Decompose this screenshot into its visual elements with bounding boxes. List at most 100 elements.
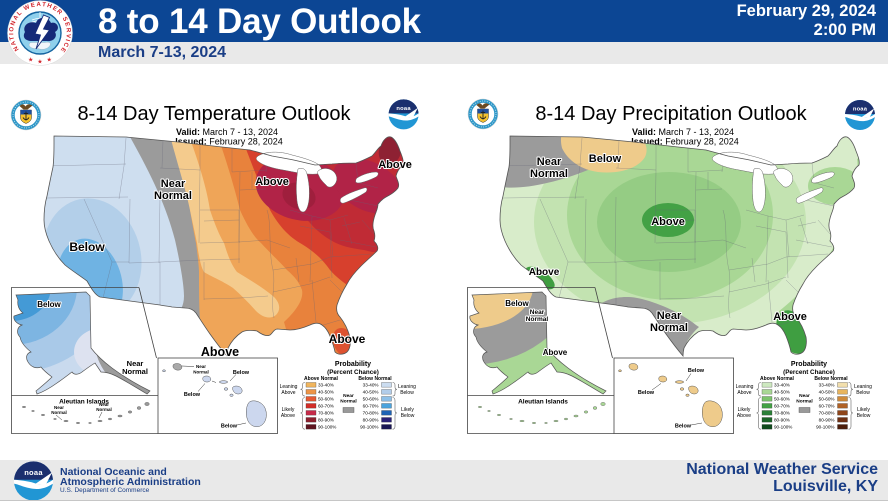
svg-text:Probability: Probability xyxy=(791,361,827,368)
svg-text:90-100%: 90-100% xyxy=(774,425,792,430)
svg-text:(Percent Chance): (Percent Chance) xyxy=(783,369,835,376)
svg-text:Below: Below xyxy=(638,390,655,396)
svg-text:Below: Below xyxy=(688,368,705,374)
svg-text:Above Normal: Above Normal xyxy=(304,376,339,382)
svg-text:Likely: Likely xyxy=(738,407,751,413)
svg-text:Below: Below xyxy=(184,392,201,398)
svg-text:70-80%: 70-80% xyxy=(819,411,835,416)
svg-text:33-40%: 33-40% xyxy=(774,383,790,388)
svg-text:60-70%: 60-70% xyxy=(774,404,790,409)
svg-text:Likely: Likely xyxy=(401,407,414,413)
svg-text:Below: Below xyxy=(69,240,105,254)
svg-text:Below Normal: Below Normal xyxy=(814,376,848,382)
svg-text:40-50%: 40-50% xyxy=(819,390,835,395)
svg-text:Above: Above xyxy=(329,332,366,346)
svg-text:Aleutian Islands: Aleutian Islands xyxy=(518,399,568,406)
svg-text:Above: Above xyxy=(543,348,568,357)
svg-text:Near: Near xyxy=(537,156,562,168)
svg-text:Probability: Probability xyxy=(335,361,371,368)
svg-text:Leaning: Leaning xyxy=(280,384,298,390)
svg-text:Below: Below xyxy=(221,424,238,430)
svg-text:80-90%: 80-90% xyxy=(819,418,835,423)
svg-text:60-70%: 60-70% xyxy=(363,404,379,409)
svg-text:Above: Above xyxy=(773,311,807,323)
svg-text:Below: Below xyxy=(37,300,61,309)
svg-text:Above: Above xyxy=(201,345,239,359)
svg-text:80-90%: 80-90% xyxy=(318,418,334,423)
svg-text:Below: Below xyxy=(857,413,871,419)
svg-text:Normal: Normal xyxy=(650,322,688,334)
svg-text:8-14 Day Temperature Outlook: 8-14 Day Temperature Outlook xyxy=(77,103,351,125)
svg-text:Above: Above xyxy=(737,390,751,396)
svg-text:Below: Below xyxy=(589,153,622,165)
svg-text:Above: Above xyxy=(281,413,295,419)
svg-text:Normal: Normal xyxy=(526,316,549,323)
svg-text:Leaning: Leaning xyxy=(854,384,872,390)
svg-text:Above: Above xyxy=(737,413,751,419)
svg-text:Near: Near xyxy=(99,402,109,407)
svg-text:90-100%: 90-100% xyxy=(360,425,378,430)
svg-text:Near: Near xyxy=(799,393,810,399)
svg-text:Below: Below xyxy=(400,390,414,396)
svg-text:Below Normal: Below Normal xyxy=(358,376,392,382)
svg-text:Normal: Normal xyxy=(340,399,357,405)
svg-text:Normal: Normal xyxy=(96,407,112,412)
svg-text:Normal: Normal xyxy=(122,367,148,376)
svg-text:Near: Near xyxy=(161,178,186,190)
svg-text:Normal: Normal xyxy=(193,370,209,375)
svg-text:80-90%: 80-90% xyxy=(774,418,790,423)
svg-text:Likely: Likely xyxy=(282,407,295,413)
svg-text:Near: Near xyxy=(127,359,144,368)
svg-text:70-80%: 70-80% xyxy=(318,411,334,416)
svg-text:Near: Near xyxy=(54,405,64,410)
svg-text:40-50%: 40-50% xyxy=(318,390,334,395)
svg-text:Normal: Normal xyxy=(154,190,192,202)
svg-text:Near: Near xyxy=(196,364,206,369)
svg-text:Near: Near xyxy=(530,309,545,316)
svg-text:Leaning: Leaning xyxy=(736,384,754,390)
svg-text:Normal: Normal xyxy=(530,168,568,180)
svg-text:Aleutian Islands: Aleutian Islands xyxy=(59,399,109,406)
svg-text:50-60%: 50-60% xyxy=(774,397,790,402)
svg-text:Below: Below xyxy=(233,370,250,376)
svg-text:Below: Below xyxy=(856,390,870,396)
svg-text:Normal: Normal xyxy=(51,410,67,415)
svg-text:Issued: February 28, 2024: Issued: February 28, 2024 xyxy=(631,137,739,147)
svg-text:★: ★ xyxy=(28,57,33,64)
svg-text:50-60%: 50-60% xyxy=(363,397,379,402)
svg-text:40-50%: 40-50% xyxy=(363,390,379,395)
svg-text:★: ★ xyxy=(47,57,52,64)
svg-text:8-14 Day Precipitation Outlook: 8-14 Day Precipitation Outlook xyxy=(535,103,807,125)
svg-text:Below: Below xyxy=(505,299,529,308)
svg-text:Valid: March 7 - 13, 2024: Valid: March 7 - 13, 2024 xyxy=(632,127,734,137)
svg-text:90-100%: 90-100% xyxy=(816,425,834,430)
svg-text:Likely: Likely xyxy=(857,407,870,413)
svg-text:Issued: February 28, 2024: Issued: February 28, 2024 xyxy=(175,137,283,147)
svg-text:Below: Below xyxy=(675,424,692,430)
svg-text:Near: Near xyxy=(343,393,354,399)
svg-text:Normal: Normal xyxy=(796,399,813,405)
svg-text:60-70%: 60-70% xyxy=(318,404,334,409)
svg-text:Above Normal: Above Normal xyxy=(760,376,795,382)
svg-text:40-50%: 40-50% xyxy=(774,390,790,395)
svg-text:Above: Above xyxy=(529,267,560,278)
svg-text:Above: Above xyxy=(378,159,412,171)
svg-text:Leaning: Leaning xyxy=(398,384,416,390)
svg-text:Above: Above xyxy=(651,216,685,228)
svg-text:Near: Near xyxy=(657,310,682,322)
svg-text:(Percent Chance): (Percent Chance) xyxy=(327,369,379,376)
svg-text:90-100%: 90-100% xyxy=(318,425,336,430)
svg-text:Below: Below xyxy=(401,413,415,419)
svg-text:33-40%: 33-40% xyxy=(318,383,334,388)
svg-text:★: ★ xyxy=(37,59,42,66)
svg-text:Above: Above xyxy=(255,176,289,188)
svg-text:50-60%: 50-60% xyxy=(318,397,334,402)
svg-text:33-40%: 33-40% xyxy=(819,383,835,388)
svg-text:Valid: March 7 - 13, 2024: Valid: March 7 - 13, 2024 xyxy=(176,127,278,137)
svg-text:80-90%: 80-90% xyxy=(363,418,379,423)
svg-text:70-80%: 70-80% xyxy=(363,411,379,416)
svg-text:70-80%: 70-80% xyxy=(774,411,790,416)
svg-text:60-70%: 60-70% xyxy=(819,404,835,409)
svg-text:33-40%: 33-40% xyxy=(363,383,379,388)
svg-text:50-60%: 50-60% xyxy=(819,397,835,402)
